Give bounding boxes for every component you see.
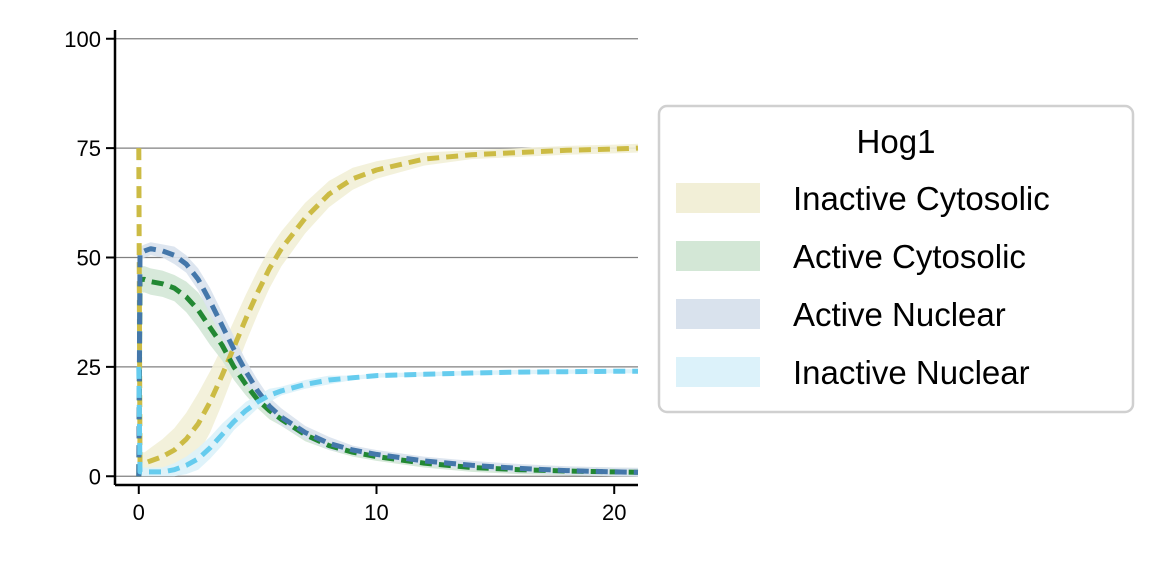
legend-label: Active Nuclear: [793, 296, 1006, 333]
legend-items: Inactive Cytosolic Active Cytosolic Active…: [676, 180, 1050, 391]
y-tick-label: 100: [64, 27, 101, 52]
band-3: [138, 364, 639, 477]
legend-label: Active Cytosolic: [793, 238, 1026, 275]
legend-label: Inactive Nuclear: [793, 354, 1030, 391]
y-tick-label: 75: [77, 136, 101, 161]
axes: 0 25 50 75 100 0 10 20: [64, 27, 638, 525]
legend-box: [657, 104, 1135, 414]
series-lines: [136, 145, 639, 477]
band-0: [138, 137, 639, 475]
legend-swatch: [676, 299, 760, 329]
series-line-0: [136, 145, 639, 466]
legend-title: Hog1: [857, 123, 936, 160]
legend-swatch: [676, 357, 760, 387]
legend-swatch: [676, 241, 760, 271]
x-tick-label: 10: [364, 500, 388, 525]
legend: Hog1 Inactive Cytosolic Active Cytosolic A…: [657, 104, 1135, 414]
y-tick-label: 0: [89, 464, 101, 489]
y-tick-label: 50: [77, 246, 101, 271]
series-line-3: [136, 366, 638, 475]
x-tick-label: 0: [133, 500, 145, 525]
legend-swatch: [676, 183, 760, 213]
y-tick-label: 25: [77, 355, 101, 380]
band-1: [138, 266, 639, 477]
x-tick-label: 20: [602, 500, 626, 525]
series-line-2: [136, 246, 639, 477]
legend-label: Inactive Cytosolic: [793, 180, 1050, 217]
